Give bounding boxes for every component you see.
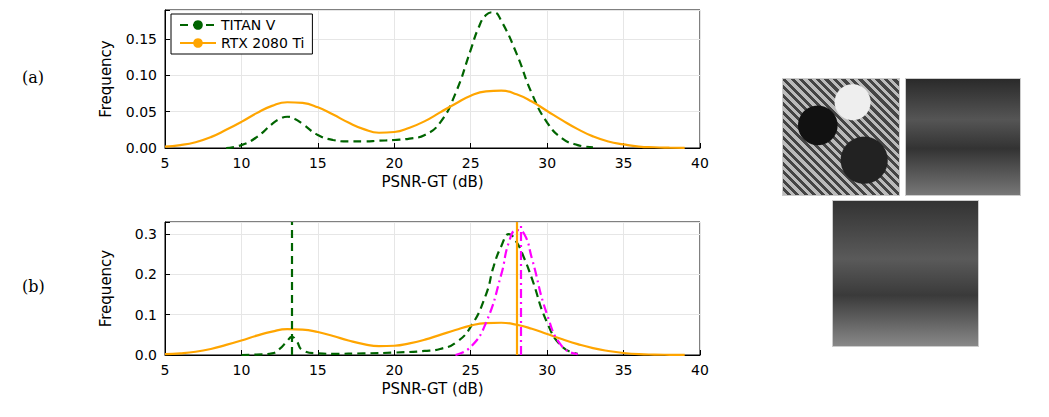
svg-text:0.15: 0.15 [126,31,157,47]
svg-text:5: 5 [161,362,170,378]
svg-text:0.1: 0.1 [135,307,157,323]
svg-text:0.2: 0.2 [135,266,157,282]
svg-text:10: 10 [233,155,251,171]
svg-text:Frequency: Frequency [97,250,115,328]
svg-text:25: 25 [462,362,480,378]
svg-text:0.00: 0.00 [126,140,157,156]
svg-text:40: 40 [691,155,709,171]
svg-text:35: 35 [615,362,633,378]
svg-text:15: 15 [309,155,327,171]
svg-text:0.0: 0.0 [135,347,157,363]
svg-text:40: 40 [691,362,709,378]
svg-text:TITAN V: TITAN V [220,17,276,33]
svg-text:PSNR-GT (dB): PSNR-GT (dB) [381,380,483,398]
svg-text:PSNR-GT (dB): PSNR-GT (dB) [381,173,483,191]
svg-text:15: 15 [309,362,327,378]
svg-text:0.05: 0.05 [126,104,157,120]
svg-text:0.3: 0.3 [135,226,157,242]
svg-text:0.10: 0.10 [126,67,157,83]
svg-text:Frequency: Frequency [97,40,115,118]
svg-text:30: 30 [538,155,556,171]
svg-text:30: 30 [538,362,556,378]
svg-text:20: 20 [385,155,403,171]
svg-text:25: 25 [462,155,480,171]
svg-text:RTX 2080 Ti: RTX 2080 Ti [221,35,304,51]
svg-text:5: 5 [161,155,170,171]
svg-text:(a): (a) [22,68,44,87]
svg-text:(b): (b) [22,277,45,296]
svg-text:10: 10 [233,362,251,378]
svg-text:20: 20 [385,362,403,378]
svg-text:35: 35 [615,155,633,171]
